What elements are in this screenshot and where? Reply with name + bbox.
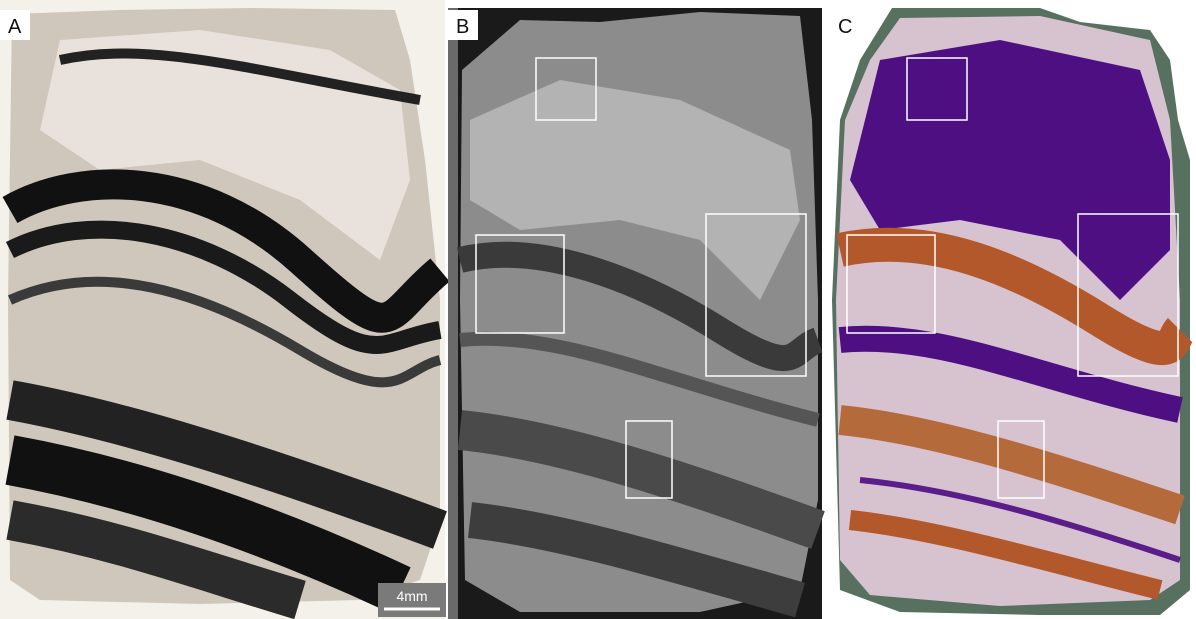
figure: A B C 4mm <box>0 0 1196 619</box>
panel-label: B <box>456 16 469 38</box>
panel-c-image <box>832 8 1190 615</box>
scale-bar: 4mm <box>378 583 446 617</box>
scale-bar-label: 4mm <box>396 588 427 604</box>
panel-b-image <box>448 8 822 619</box>
panel-label: C <box>838 16 852 38</box>
panel-label: A <box>8 16 22 38</box>
panel-a-image <box>0 0 445 619</box>
